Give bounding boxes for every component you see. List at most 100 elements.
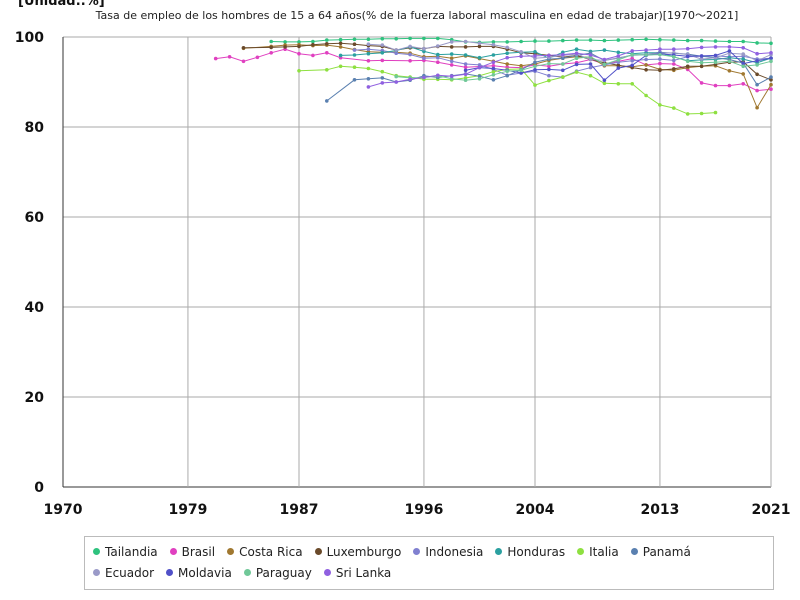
y-tick-label: 0 [34,480,44,496]
x-tick-label: 1970 [44,502,83,518]
legend-label: Tailandia [105,544,158,559]
data-point-panama [352,78,357,82]
data-point-paraguay [713,60,718,64]
data-point-sri-lanka [366,85,371,89]
y-tick-label: 40 [25,300,45,316]
data-point-brasil [699,81,704,85]
data-point-italia [630,82,634,86]
data-point-sri-lanka [713,45,718,49]
data-point-tailandia [574,38,579,42]
series-points [213,36,773,116]
data-point-brasil [672,62,676,66]
data-point-italia [352,65,357,69]
data-point-honduras [380,51,385,55]
data-point-italia [547,78,551,83]
data-point-honduras [741,57,745,61]
data-point-tailandia [630,37,634,42]
data-point-luxemburgo [338,41,343,46]
data-point-indonesia [463,62,468,66]
data-point-indonesia [672,58,676,63]
data-point-indonesia [644,57,648,62]
data-point-tailandia [602,38,607,43]
data-point-ecuador [436,44,440,48]
data-point-indonesia [449,59,454,64]
data-point-paraguay [491,73,496,77]
data-point-paraguay [769,59,773,64]
legend: Tailandia Brasil Costa Rica Luxemburgo Indon… [84,536,774,590]
x-tick-label: 1996 [404,502,443,518]
data-point-honduras [463,53,468,57]
data-point-indonesia [352,48,357,52]
data-point-luxemburgo [769,78,773,82]
data-point-sri-lanka [630,49,634,53]
legend-marker [323,569,331,576]
x-tick-label: 2004 [516,502,555,518]
legend-item: Ecuador [93,562,154,583]
data-point-tailandia [269,39,274,44]
data-point-paraguay [699,60,704,65]
data-point-brasil [741,82,745,86]
data-point-brasil [269,51,274,55]
legend-item: Luxemburgo [314,541,401,562]
data-point-moldavia [755,59,759,63]
data-point-panama [561,56,565,60]
data-point-tailandia [741,39,745,44]
data-point-ecuador [519,50,523,54]
legend-item: Honduras [495,541,565,562]
data-point-panama [533,60,537,64]
data-point-honduras [505,51,510,55]
data-point-moldavia [685,54,690,59]
data-point-italia [561,75,565,79]
data-point-paraguay [727,59,732,64]
data-point-luxemburgo [644,68,648,72]
y-tick-label: 100 [15,30,44,46]
data-point-paraguay [505,69,510,73]
data-point-tailandia [380,37,385,41]
y-tick-label: 80 [25,120,45,136]
data-point-ecuador [394,48,399,52]
data-point-honduras [436,52,440,57]
data-point-italia [602,81,607,86]
data-point-moldavia [630,63,634,68]
data-point-brasil [227,55,232,59]
data-point-tailandia [297,40,301,44]
data-point-italia [491,69,496,74]
data-point-sri-lanka [519,54,523,59]
data-point-sri-lanka [436,73,440,78]
data-point-tailandia [352,37,357,42]
data-point-luxemburgo [672,67,676,71]
legend-item: Italia [577,541,619,562]
data-point-brasil [449,63,454,67]
data-point-brasil [380,58,385,63]
data-point-sri-lanka [685,46,690,51]
data-point-luxemburgo [311,42,315,47]
y-tick-label: 60 [25,210,45,226]
data-point-paraguay [658,52,662,57]
data-point-indonesia [366,47,371,51]
x-tick-label: 2013 [640,502,679,518]
data-point-indonesia [477,63,482,67]
data-point-tailandia [422,36,426,41]
data-point-tailandia [547,39,551,43]
data-point-indonesia [658,57,662,61]
data-point-brasil [366,59,371,63]
series-line-paraguay [396,54,772,81]
data-point-italia [588,73,593,78]
data-point-tailandia [366,37,371,42]
unit-label: [Unidad:.%] [18,0,105,9]
data-point-tailandia [561,38,565,43]
x-tick-label: 1987 [280,502,319,518]
data-point-paraguay [519,68,523,73]
data-point-costa-rica [644,63,648,67]
data-point-honduras [477,55,482,60]
data-point-sri-lanka [602,57,607,62]
data-point-paraguay [755,63,759,67]
legend-label: Sri Lanka [335,565,392,580]
data-point-brasil [213,56,218,61]
legend-label: Indonesia [425,544,484,559]
data-point-sri-lanka [741,46,745,50]
data-point-tailandia [505,40,510,44]
legend-marker [93,548,100,555]
y-tick-label: 20 [25,390,45,406]
legend-label: Panamá [642,544,691,559]
